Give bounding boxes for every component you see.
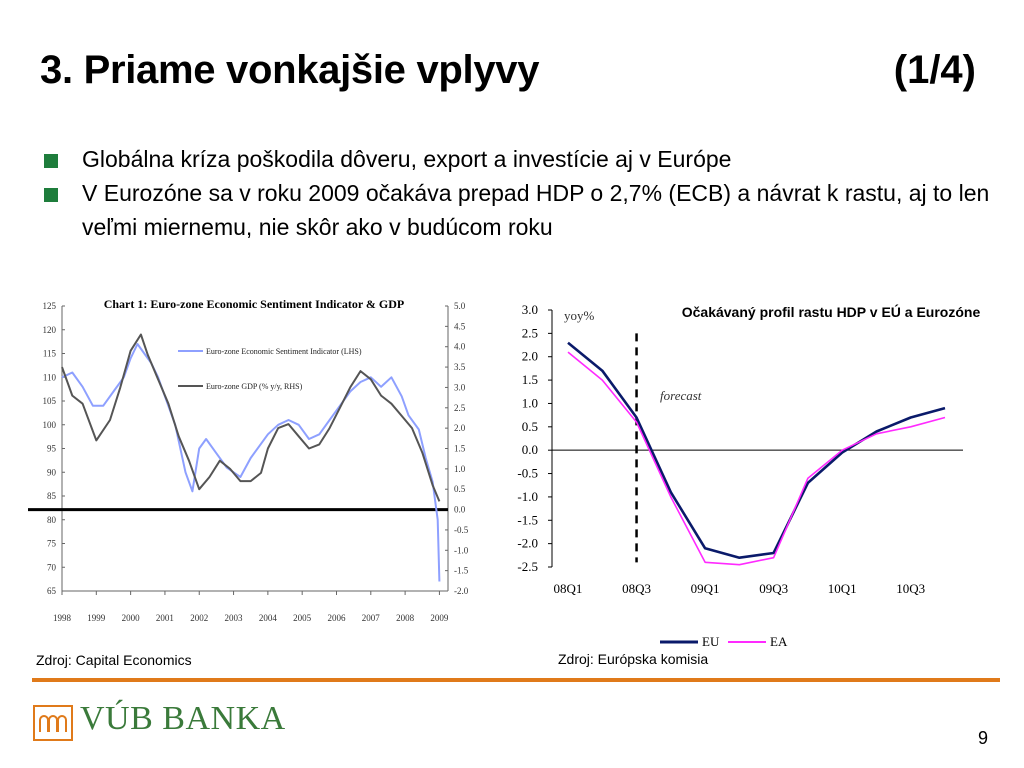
bullet-square-icon (44, 188, 58, 202)
legend-label-eu: EU (702, 634, 720, 649)
x-tick-label: 2007 (362, 613, 381, 623)
bullet-text: V Eurozóne sa v roku 2009 očakáva prepad… (82, 180, 990, 240)
x-tick-label: 2003 (225, 613, 244, 623)
x-tick-label: 2006 (327, 613, 346, 623)
sentiment-gdp-chart-svg: Chart 1: Euro-zone Economic Sentiment In… (28, 288, 472, 633)
y-left-tick-label: 90 (47, 467, 57, 477)
footer-divider (32, 678, 1000, 682)
x-tick-label: 09Q3 (759, 581, 788, 596)
eu-series-line (567, 341, 946, 560)
vub-logo-icon (33, 705, 73, 741)
legend-label-sentiment: Euro-zone Economic Sentiment Indicator (… (206, 347, 362, 356)
y-tick-label: -1.5 (517, 512, 538, 527)
gdp-forecast-chart-svg: 3.0 2.5 2.0 1.5 1.0 0.5 0.0 -0.5 -1.0 -1.5 -2.0 -2.… (517, 302, 963, 649)
y-right-tick-label: 2.0 (454, 423, 466, 433)
y-right-tick-label: 4.5 (454, 321, 466, 331)
chart-title: Očakávaný profil rastu HDP v EÚ a Eurozó… (681, 304, 981, 320)
bullet-item: Globálna kríza poškodila dôveru, export … (44, 142, 994, 176)
x-tick-label: 2005 (293, 613, 312, 623)
y-right-tick-label: 0.0 (454, 505, 466, 515)
slide-part-indicator: (1/4) (893, 48, 976, 92)
gdp-series-line (61, 333, 441, 502)
x-tick-label: 08Q3 (622, 581, 651, 596)
y-left-tick-label: 125 (43, 301, 57, 311)
x-tick-label: 09Q1 (691, 581, 720, 596)
bullet-list: Globálna kríza poškodila dôveru, export … (44, 142, 994, 244)
y-right-tick-label: -1.5 (454, 566, 469, 576)
y-tick-label: -2.0 (517, 536, 538, 551)
gdp-forecast-chart: 3.0 2.5 2.0 1.5 1.0 0.5 0.0 -0.5 -1.0 -1.5 -2.0 -2.… (508, 290, 988, 655)
y-left-tick-label: 65 (47, 586, 57, 596)
y-tick-label: 1.5 (522, 372, 538, 387)
y-tick-label: 1.0 (522, 395, 538, 410)
y-tick-label: 0.5 (522, 419, 538, 434)
y-right-tick-label: 2.5 (454, 403, 466, 413)
y-right-tick-label: 0.5 (454, 484, 466, 494)
x-tick-label: 2002 (190, 613, 208, 623)
y-tick-label: -2.5 (517, 559, 538, 574)
x-tick-label: 1998 (53, 613, 72, 623)
bank-logo-text: VÚB BANKA (80, 700, 286, 737)
forecast-annotation: forecast (660, 388, 702, 403)
x-tick-label: 2009 (430, 613, 449, 623)
y-left-tick-label: 110 (43, 372, 57, 382)
y-tick-label: 3.0 (522, 302, 538, 317)
y-right-tick-label: -0.5 (454, 525, 469, 535)
x-tick-label: 10Q3 (896, 581, 925, 596)
y-right-tick-label: -2.0 (454, 586, 469, 596)
x-tick-label: 2000 (122, 613, 141, 623)
ea-series-line (567, 351, 946, 566)
y-right-tick-label: 4.0 (454, 342, 466, 352)
y-left-tick-label: 115 (43, 349, 57, 359)
chart-legend: Euro-zone Economic Sentiment Indicator (… (178, 347, 362, 391)
page-number: 9 (977, 728, 988, 748)
x-tick-label: 2008 (396, 613, 415, 623)
y-right-tick-label: -1.0 (454, 545, 469, 555)
y-left-tick-label: 85 (47, 491, 57, 501)
legend-label-ea: EA (770, 634, 788, 649)
sentiment-series-line (61, 343, 441, 582)
y-left-tick-label: 105 (43, 396, 57, 406)
y-tick-label: 2.0 (522, 349, 538, 364)
source-note-right: Zdroj: Európska komisia (558, 651, 709, 667)
y-left-tick-label: 120 (43, 325, 57, 335)
x-tick-label: 1999 (87, 613, 106, 623)
source-note-left: Zdroj: Capital Economics (36, 652, 192, 668)
bullet-square-icon (44, 154, 58, 168)
y-right-tick-label: 1.0 (454, 464, 466, 474)
chart-title: Chart 1: Euro-zone Economic Sentiment In… (104, 297, 405, 311)
y-left-tick-label: 80 (47, 515, 57, 525)
sentiment-gdp-chart: Chart 1: Euro-zone Economic Sentiment In… (28, 288, 472, 633)
y-tick-label: -1.0 (517, 489, 538, 504)
y-tick-label: 2.5 (522, 325, 538, 340)
legend-label-gdp: Euro-zone GDP (% y/y, RHS) (206, 382, 303, 391)
x-tick-label: 08Q1 (554, 581, 583, 596)
y-right-tick-label: 3.5 (454, 362, 466, 372)
y-left-tick-label: 100 (43, 420, 57, 430)
y-left-tick-label: 75 (47, 539, 57, 549)
y-right-tick-label: 5.0 (454, 301, 466, 311)
y-axis-unit-label: yoy% (564, 308, 595, 323)
bullet-item: V Eurozóne sa v roku 2009 očakáva prepad… (44, 176, 994, 244)
x-tick-label: 10Q1 (828, 581, 857, 596)
bullet-text: Globálna kríza poškodila dôveru, export … (82, 146, 732, 172)
x-tick-label: 2004 (259, 613, 278, 623)
slide-title: 3. Priame vonkajšie vplyvy (40, 48, 540, 92)
y-left-tick-label: 95 (47, 444, 57, 454)
y-tick-label: -0.5 (517, 466, 538, 481)
chart-legend: EU EA (660, 634, 788, 649)
y-left-tick-label: 70 (47, 562, 57, 572)
y-tick-label: 0.0 (522, 442, 538, 457)
y-right-tick-label: 1.5 (454, 444, 466, 454)
y-right-tick-label: 3.0 (454, 382, 466, 392)
x-tick-label: 2001 (156, 613, 174, 623)
